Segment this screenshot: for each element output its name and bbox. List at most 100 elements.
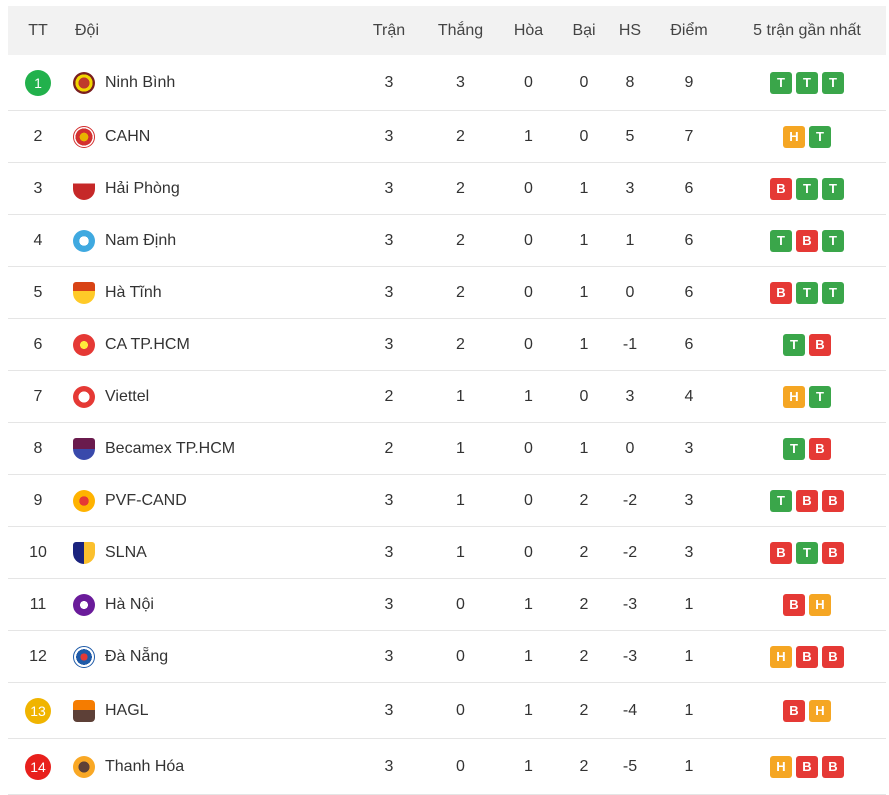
- lost-cell: 1: [579, 283, 589, 301]
- rank-number: 12: [29, 647, 47, 665]
- team-cell[interactable]: Đà Nẵng: [68, 631, 368, 682]
- points-cell: 1: [684, 595, 694, 613]
- team-name[interactable]: Hà Nội: [105, 595, 154, 613]
- rank-badge: 1: [25, 69, 51, 96]
- form-result-badge: T: [770, 229, 792, 252]
- team-name[interactable]: Becamex TP.HCM: [105, 439, 236, 457]
- won-cell: 1: [456, 387, 465, 405]
- ha-tinh-logo: [73, 281, 95, 304]
- points-cell: 4: [684, 387, 694, 405]
- drawn-cell: 0: [524, 231, 533, 249]
- team-name[interactable]: SLNA: [105, 543, 147, 561]
- table-row[interactable]: 5 Hà Tĩnh 3 2 0 1 0 6 B T T: [8, 267, 886, 319]
- points-cell: 6: [684, 283, 694, 301]
- becamex-logo: [73, 437, 95, 460]
- goal-diff-cell: -2: [622, 491, 638, 509]
- team-name[interactable]: CA TP.HCM: [105, 335, 190, 353]
- table-row[interactable]: 4 Nam Định 3 2 0 1 1 6 T B T: [8, 215, 886, 267]
- slna-logo: [73, 541, 95, 564]
- won-cell: 2: [456, 179, 465, 197]
- goal-diff-cell: 8: [625, 73, 635, 91]
- team-name[interactable]: Nam Định: [105, 231, 177, 249]
- team-name[interactable]: Đà Nẵng: [105, 647, 169, 665]
- lost-cell: 2: [579, 543, 589, 561]
- team-cell[interactable]: Hà Nội: [68, 579, 368, 630]
- team-name[interactable]: Ninh Bình: [105, 73, 176, 91]
- team-cell[interactable]: CA TP.HCM: [68, 319, 368, 370]
- team-cell[interactable]: CAHN: [68, 111, 368, 162]
- form-result-badge: B: [796, 645, 818, 668]
- team-cell[interactable]: Ninh Bình: [68, 55, 368, 110]
- form-result-badge: T: [822, 229, 844, 252]
- table-row[interactable]: 14 Thanh Hóa 3 0 1 2 -5 1 H B B: [8, 739, 886, 795]
- ha-noi-logo: [73, 593, 95, 616]
- lost-cell: 1: [579, 335, 589, 353]
- table-row[interactable]: 6 CA TP.HCM 3 2 0 1 -1 6 T B: [8, 319, 886, 371]
- table-row[interactable]: 2 CAHN 3 2 1 0 5 7 H T: [8, 111, 886, 163]
- table-row[interactable]: 10 SLNA 3 1 0 2 -2 3 B T B: [8, 527, 886, 579]
- table-row[interactable]: 3 Hải Phòng 3 2 0 1 3 6 B T T: [8, 163, 886, 215]
- team-name[interactable]: Thanh Hóa: [105, 757, 185, 775]
- form-result-badge: H: [770, 645, 792, 668]
- team-cell[interactable]: Hà Tĩnh: [68, 267, 368, 318]
- team-name[interactable]: Viettel: [105, 387, 150, 405]
- team-name[interactable]: Hải Phòng: [105, 179, 180, 197]
- form-result-badge: T: [783, 437, 805, 460]
- team-cell[interactable]: Nam Định: [68, 215, 368, 266]
- table-row[interactable]: 13 HAGL 3 0 1 2 -4 1 B H: [8, 683, 886, 739]
- form-result-badge: T: [796, 541, 818, 564]
- rank-cell: 10: [8, 527, 68, 578]
- table-row[interactable]: 8 Becamex TP.HCM 2 1 0 1 0 3 T B: [8, 423, 886, 475]
- goal-diff-cell: 3: [625, 179, 635, 197]
- rank-cell: 9: [8, 475, 68, 526]
- points-cell: 1: [684, 647, 694, 665]
- nam-dinh-logo: [73, 229, 95, 252]
- played-cell: 3: [384, 491, 394, 509]
- form-result-badge: H: [809, 699, 831, 722]
- form-result-badge: H: [783, 385, 805, 408]
- table-row[interactable]: 9 PVF-CAND 3 1 0 2 -2 3 T B B: [8, 475, 886, 527]
- rank-cell: 14: [8, 739, 68, 794]
- won-cell: 0: [456, 595, 465, 613]
- form-result-badge: T: [822, 177, 844, 200]
- team-name[interactable]: CAHN: [105, 127, 151, 145]
- team-cell[interactable]: HAGL: [68, 683, 368, 738]
- team-cell[interactable]: Hải Phòng: [68, 163, 368, 214]
- team-cell[interactable]: Thanh Hóa: [68, 739, 368, 794]
- team-name[interactable]: PVF-CAND: [105, 491, 187, 509]
- table-row[interactable]: 7 Viettel 2 1 1 0 3 4 H T: [8, 371, 886, 423]
- drawn-cell: 0: [524, 335, 533, 353]
- form-result-badge: B: [770, 177, 792, 200]
- team-cell[interactable]: Becamex TP.HCM: [68, 423, 368, 474]
- team-cell[interactable]: PVF-CAND: [68, 475, 368, 526]
- drawn-cell: 0: [524, 491, 533, 509]
- form-result-badge: B: [822, 541, 844, 564]
- goal-diff-cell: -5: [622, 757, 638, 775]
- rank-cell: 11: [8, 579, 68, 630]
- goal-diff-cell: -3: [622, 647, 638, 665]
- form-result-badge: T: [822, 281, 844, 304]
- team-cell[interactable]: SLNA: [68, 527, 368, 578]
- rank-cell: 7: [8, 371, 68, 422]
- played-cell: 3: [384, 283, 394, 301]
- played-cell: 3: [384, 179, 394, 197]
- drawn-cell: 1: [524, 127, 533, 145]
- played-cell: 3: [384, 231, 394, 249]
- table-row[interactable]: 1 Ninh Bình 3 3 0 0 8 9 T T T: [8, 55, 886, 111]
- played-cell: 3: [384, 595, 394, 613]
- team-name[interactable]: Hà Tĩnh: [105, 283, 162, 301]
- table-row[interactable]: 11 Hà Nội 3 0 1 2 -3 1 B H: [8, 579, 886, 631]
- lost-cell: 0: [579, 73, 589, 91]
- team-name[interactable]: HAGL: [105, 701, 149, 719]
- played-cell: 3: [384, 757, 394, 775]
- form-result-badge: B: [796, 755, 818, 778]
- played-cell: 2: [384, 387, 394, 405]
- table-row[interactable]: 12 Đà Nẵng 3 0 1 2 -3 1 H B B: [8, 631, 886, 683]
- won-cell: 0: [456, 701, 465, 719]
- team-cell[interactable]: Viettel: [68, 371, 368, 422]
- points-cell: 3: [684, 543, 694, 561]
